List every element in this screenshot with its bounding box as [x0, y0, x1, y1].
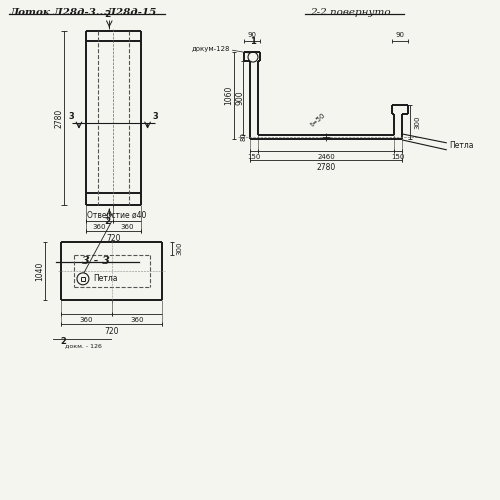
- Text: t=50: t=50: [310, 112, 326, 128]
- Text: 1040: 1040: [36, 261, 44, 280]
- Text: Лоток Л28д-3...Л28д-15: Лоток Л28д-3...Л28д-15: [10, 8, 156, 18]
- Text: 2780: 2780: [54, 108, 64, 128]
- Text: 300: 300: [176, 242, 182, 256]
- Text: 360: 360: [130, 316, 144, 322]
- Text: докум-128: докум-128: [192, 46, 230, 52]
- Text: 3: 3: [68, 112, 74, 120]
- Text: 1: 1: [250, 37, 256, 46]
- Text: 2: 2: [60, 336, 66, 345]
- Text: 3 - 3: 3 - 3: [82, 255, 110, 266]
- Text: 150: 150: [248, 154, 260, 160]
- Text: 2: 2: [104, 217, 110, 226]
- Text: 2460: 2460: [317, 154, 335, 160]
- Text: 720: 720: [106, 234, 120, 243]
- Text: 80: 80: [240, 132, 246, 141]
- Text: 2780: 2780: [316, 163, 336, 172]
- Text: 90: 90: [396, 32, 404, 38]
- Text: 2: 2: [104, 10, 110, 20]
- Text: 150: 150: [392, 154, 405, 160]
- Text: 360: 360: [120, 224, 134, 230]
- Text: Петла: Петла: [449, 142, 473, 150]
- Text: 720: 720: [104, 326, 119, 336]
- Text: 1060: 1060: [224, 86, 234, 106]
- Text: докм. - 126: докм. - 126: [65, 344, 102, 348]
- Text: 3: 3: [152, 112, 158, 120]
- Text: Петла: Петла: [93, 274, 118, 283]
- Text: 300: 300: [414, 116, 420, 129]
- Text: 90: 90: [248, 32, 256, 38]
- Text: 900: 900: [236, 90, 244, 106]
- Text: Отверстие ø40: Отверстие ø40: [87, 211, 146, 220]
- Text: 360: 360: [80, 316, 93, 322]
- Text: 360: 360: [93, 224, 106, 230]
- Text: 2-2 повернуто: 2-2 повернуто: [310, 8, 390, 18]
